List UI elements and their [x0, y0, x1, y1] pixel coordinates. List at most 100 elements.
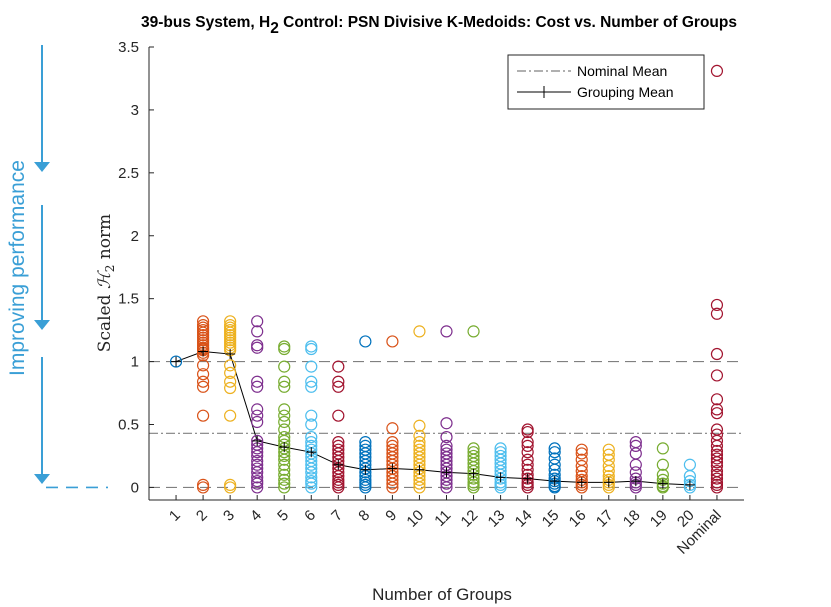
x-tick-label: 10 [403, 507, 427, 531]
improving-performance-label: Improving performance [6, 160, 29, 376]
data-point [575, 459, 588, 473]
arrow-top-head [34, 162, 50, 172]
data-point [196, 375, 210, 388]
x-tick-label: 6 [301, 507, 319, 525]
data-point [278, 463, 291, 476]
data-point [521, 453, 534, 466]
data-point [440, 481, 453, 494]
data-point [305, 360, 318, 373]
chart-title-rest: Control: PSN Divisive K-Medoids: Cost vs… [279, 14, 737, 31]
grouping-mean-marker [333, 459, 344, 470]
data-point [251, 325, 264, 338]
y-tick-label: 3.5 [118, 39, 139, 56]
y-tick-label: 1.5 [118, 291, 139, 308]
x-tick-label: 4 [247, 507, 265, 525]
data-point [521, 458, 534, 471]
y-axis-label: Scaled ℋ2 norm [95, 214, 117, 352]
improving-performance-annotation: Improving performance [6, 45, 108, 489]
data-point [710, 478, 724, 491]
chart-title: 39-bus System, H2 Control: PSN Divisive … [141, 14, 737, 37]
data-point [413, 429, 426, 442]
data-point [359, 481, 372, 494]
grouping-mean-marker [441, 467, 452, 478]
data-point [332, 481, 345, 494]
x-tick-label: 2 [193, 507, 211, 525]
data-point [359, 335, 372, 348]
data-point [548, 458, 561, 471]
grouping-mean-marker [387, 463, 398, 474]
data-point [710, 393, 724, 406]
y-tick-label: 0 [131, 479, 139, 496]
grouping-mean-marker [495, 472, 506, 483]
x-tick-label: 15 [539, 507, 563, 531]
data-point [440, 325, 453, 338]
data-point [710, 64, 724, 78]
data-point [332, 409, 345, 422]
data-point [710, 407, 724, 420]
y-axis-label-subscript: 2 [103, 265, 117, 273]
grouping-mean-marker [576, 477, 587, 488]
data-point [467, 478, 480, 491]
data-point [710, 434, 724, 447]
grouping-mean-marker [468, 468, 479, 479]
y-tick-label: 1 [131, 354, 139, 371]
x-tick-label: 18 [620, 507, 644, 531]
y-tick-labels: 0 0.5 1 1.5 2 2.5 3 3.5 [118, 39, 139, 496]
data-point [548, 446, 561, 459]
data-point [602, 459, 615, 473]
data-point [332, 375, 345, 388]
data-point [278, 375, 291, 388]
grouping-mean-marker [198, 346, 209, 357]
data-point [305, 462, 318, 475]
reference-lines [149, 361, 744, 488]
data-point [251, 458, 264, 471]
x-tick-label: 8 [355, 507, 373, 525]
data-point [386, 422, 399, 435]
data-point [602, 443, 615, 456]
data-point [278, 340, 291, 353]
x-tick-label: 17 [593, 507, 617, 531]
data-point [196, 380, 210, 393]
chart-title-main: 39-bus System, H [141, 14, 270, 31]
grouping-mean-marker [414, 464, 425, 475]
data-point [332, 360, 345, 373]
data-point [196, 359, 210, 372]
x-tick-label: 11 [431, 507, 454, 530]
legend: Nominal Mean Grouping Mean [507, 54, 705, 110]
x-tick-label: 5 [274, 507, 292, 525]
grouping-mean-marker [225, 349, 236, 360]
data-point [196, 481, 210, 494]
data-point [548, 452, 561, 465]
data-point [278, 415, 291, 429]
data-point [710, 459, 724, 473]
data-point [169, 355, 183, 368]
grouping-mean-marker [630, 476, 641, 487]
x-tick-label: 13 [485, 507, 509, 531]
data-point [278, 403, 291, 416]
data-point [278, 481, 291, 494]
data-point [224, 409, 237, 422]
data-point [278, 473, 291, 486]
data-point [278, 458, 291, 471]
data-point [278, 468, 291, 481]
data-point [224, 375, 237, 388]
data-point [251, 462, 264, 475]
legend-box [507, 54, 705, 110]
data-point [251, 415, 264, 429]
arrow-mid-head [34, 320, 50, 330]
data-point [278, 360, 291, 373]
data-point [413, 325, 426, 338]
grouping-mean-marker [306, 447, 317, 458]
data-point [305, 481, 318, 494]
arrow-bottom-head [34, 474, 50, 484]
data-point [413, 481, 426, 494]
data-point [251, 341, 264, 354]
data-point [251, 375, 264, 388]
data-point [251, 409, 264, 422]
y-tick-label: 2 [131, 228, 139, 245]
y-tick-label: 3 [131, 102, 139, 119]
data-point [521, 425, 534, 439]
data-point [521, 446, 534, 459]
data-point [413, 419, 426, 432]
